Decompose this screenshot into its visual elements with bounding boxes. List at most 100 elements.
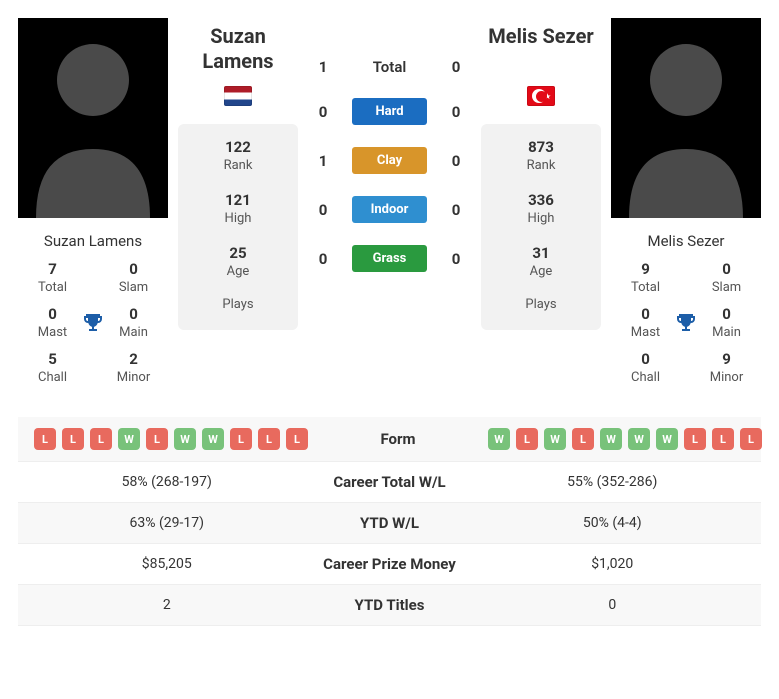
ytd-titles-label: YTD Titles — [300, 596, 480, 614]
head-to-head-header: Suzan Lamens 7 Total 0 Slam 0 Mast 0 Mai… — [18, 18, 761, 395]
h2h-grass-label[interactable]: Grass — [352, 245, 427, 272]
player2-minor-titles: 9 Minor — [698, 350, 755, 385]
form-loss-chip[interactable]: L — [90, 428, 112, 450]
netherlands-flag-icon — [224, 86, 252, 106]
player2-card: Melis Sezer 9 Total 0 Slam 0 Mast 0 Main — [611, 18, 761, 395]
h2h-clay-p1: 1 — [308, 152, 338, 170]
form-win-chip[interactable]: W — [600, 428, 622, 450]
career-wl-row: 58% (268-197) Career Total W/L 55% (352-… — [18, 462, 761, 503]
player1-minor-titles: 2 Minor — [105, 350, 162, 385]
form-loss-chip[interactable]: L — [712, 428, 734, 450]
h2h-grass-p1: 0 — [308, 250, 338, 268]
prize-money-row: $85,205 Career Prize Money $1,020 — [18, 544, 761, 585]
player2-plays: Plays — [487, 297, 595, 312]
h2h-grass-p2: 0 — [441, 250, 471, 268]
form-win-chip[interactable]: W — [202, 428, 224, 450]
h2h-total-p2: 0 — [441, 58, 471, 76]
player1-name[interactable]: Suzan Lamens — [200, 24, 275, 76]
ytd-wl-label: YTD W/L — [300, 514, 480, 532]
player1-main-titles: 0 Main — [105, 305, 162, 340]
player2-photo-name: Melis Sezer — [611, 218, 761, 260]
turkey-flag-icon: ★ — [527, 86, 555, 106]
h2h-indoor-label[interactable]: Indoor — [352, 196, 427, 223]
player1-rank: 122 Rank — [184, 138, 292, 173]
career-wl-label: Career Total W/L — [300, 473, 480, 491]
player2-photo-placeholder — [611, 18, 761, 218]
form-loss-chip[interactable]: L — [740, 428, 762, 450]
player2-stats-column: Melis Sezer ★ 873 Rank 336 High 31 Age P… — [481, 18, 601, 395]
h2h-indoor-p1: 0 — [308, 201, 338, 219]
form-win-chip[interactable]: W — [174, 428, 196, 450]
player1-ytd-titles: 2 — [34, 597, 300, 613]
player1-stats-column: Suzan Lamens 122 Rank 121 High 25 Age Pl… — [178, 18, 298, 395]
player1-titles: 7 Total 0 Slam 0 Mast 0 Main 5 Chall — [18, 260, 168, 395]
player1-ytd-wl: 63% (29-17) — [34, 515, 300, 531]
player2-total-titles: 9 Total — [617, 260, 674, 295]
player2-stat-box: 873 Rank 336 High 31 Age Plays — [481, 124, 601, 330]
player1-career-high: 121 High — [184, 191, 292, 226]
h2h-hard-p2: 0 — [441, 103, 471, 121]
comparison-table: LLLWLWWLLL Form WLWLWWWLLL 58% (268-197)… — [18, 417, 761, 626]
prize-label: Career Prize Money — [300, 555, 480, 573]
player2-name[interactable]: Melis Sezer — [486, 24, 595, 76]
h2h-grass-row: 0 Grass 0 — [308, 245, 471, 272]
h2h-total-p1: 1 — [308, 58, 338, 76]
form-loss-chip[interactable]: L — [258, 428, 280, 450]
player2-rank: 873 Rank — [487, 138, 595, 173]
form-win-chip[interactable]: W — [544, 428, 566, 450]
player2-challenger-titles: 0 Chall — [617, 350, 674, 385]
form-loss-chip[interactable]: L — [62, 428, 84, 450]
player1-form: LLLWLWWLLL — [34, 428, 308, 450]
player2-ytd-wl: 50% (4-4) — [480, 515, 746, 531]
player1-career-wl: 58% (268-197) — [34, 474, 300, 490]
player2-career-wl: 55% (352-286) — [480, 474, 746, 490]
form-loss-chip[interactable]: L — [516, 428, 538, 450]
h2h-hard-p1: 0 — [308, 103, 338, 121]
form-win-chip[interactable]: W — [656, 428, 678, 450]
h2h-hard-label[interactable]: Hard — [352, 98, 427, 125]
h2h-clay-row: 1 Clay 0 — [308, 147, 471, 174]
form-win-chip[interactable]: W — [628, 428, 650, 450]
form-win-chip[interactable]: W — [488, 428, 510, 450]
player1-masters-titles: 0 Mast — [24, 305, 81, 340]
h2h-surface-breakdown: 1 Total 0 0 Hard 0 1 Clay 0 0 Indoor 0 0… — [308, 18, 471, 395]
h2h-clay-label[interactable]: Clay — [352, 147, 427, 174]
player2-prize: $1,020 — [480, 556, 746, 572]
form-loss-chip[interactable]: L — [684, 428, 706, 450]
trophy-icon — [674, 311, 698, 335]
h2h-indoor-p2: 0 — [441, 201, 471, 219]
h2h-total-row: 1 Total 0 — [308, 58, 471, 76]
player2-form: WLWLWWWLLL — [488, 428, 762, 450]
form-loss-chip[interactable]: L — [146, 428, 168, 450]
player1-slam-titles: 0 Slam — [105, 260, 162, 295]
player2-masters-titles: 0 Mast — [617, 305, 674, 340]
player2-main-titles: 0 Main — [698, 305, 755, 340]
form-row: LLLWLWWLLL Form WLWLWWWLLL — [18, 417, 761, 462]
player1-photo-placeholder — [18, 18, 168, 218]
ytd-wl-row: 63% (29-17) YTD W/L 50% (4-4) — [18, 503, 761, 544]
form-loss-chip[interactable]: L — [34, 428, 56, 450]
ytd-titles-row: 2 YTD Titles 0 — [18, 585, 761, 626]
player2-ytd-titles: 0 — [480, 597, 746, 613]
form-win-chip[interactable]: W — [118, 428, 140, 450]
h2h-indoor-row: 0 Indoor 0 — [308, 196, 471, 223]
player1-age: 25 Age — [184, 244, 292, 279]
h2h-total-label: Total — [352, 58, 427, 76]
player2-titles: 9 Total 0 Slam 0 Mast 0 Main 0 Chall — [611, 260, 761, 395]
form-loss-chip[interactable]: L — [286, 428, 308, 450]
player1-stat-box: 122 Rank 121 High 25 Age Plays — [178, 124, 298, 330]
player1-card: Suzan Lamens 7 Total 0 Slam 0 Mast 0 Mai… — [18, 18, 168, 395]
player1-challenger-titles: 5 Chall — [24, 350, 81, 385]
player2-slam-titles: 0 Slam — [698, 260, 755, 295]
h2h-clay-p2: 0 — [441, 152, 471, 170]
player1-photo-name: Suzan Lamens — [18, 218, 168, 260]
form-loss-chip[interactable]: L — [230, 428, 252, 450]
player2-career-high: 336 High — [487, 191, 595, 226]
player1-plays: Plays — [184, 297, 292, 312]
form-label: Form — [308, 430, 488, 448]
player2-age: 31 Age — [487, 244, 595, 279]
player1-total-titles: 7 Total — [24, 260, 81, 295]
h2h-hard-row: 0 Hard 0 — [308, 98, 471, 125]
form-loss-chip[interactable]: L — [572, 428, 594, 450]
trophy-icon — [81, 311, 105, 335]
